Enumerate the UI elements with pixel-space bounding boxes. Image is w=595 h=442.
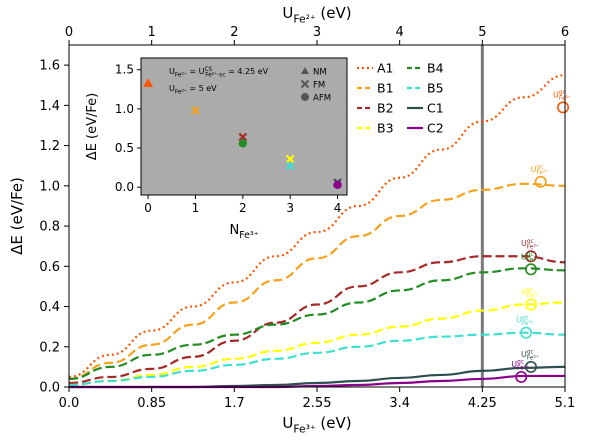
y-tick-label: 1.6 [39,59,60,74]
y-tick-label: 0.6 [39,260,60,275]
inset-x-tick-label: 2 [239,201,247,215]
inset-x-tick-label: 3 [286,201,294,215]
y-tick-label: 0.8 [39,220,60,235]
inset-x-axis-label: NFe³⁺ [229,223,258,241]
x-axis-label: UFe³⁺ (eV) [282,414,351,436]
legend-label-a1: A1 [377,61,394,76]
inset-y-tick-label: 0.5 [115,141,134,155]
ugc-label-b3: Ugc Fe³⁺ [521,287,539,299]
ugc-label-c1: Ugc Fe³⁺ [521,350,539,362]
ugc-marker-b2 [524,250,537,263]
x2-tick-label: 6 [561,25,569,40]
inset-x-tick-label: 0 [144,201,152,215]
legend-label-b4: B4 [427,61,444,76]
series-line-b2 [68,255,566,385]
inset-x-tick-label: 4 [334,201,342,215]
inset-plot-area [140,57,348,196]
inset-y-tick-label: 1.0 [115,102,134,116]
ugc-label-b2: Ugc Fe³⁺ [521,239,539,251]
x-tick-label: 2.55 [303,396,332,411]
y-tick-label: 0.2 [39,340,60,355]
inset-point [238,132,248,142]
x-tick-label: 1.7 [224,396,245,411]
inset-legend-marker-nm [301,67,309,74]
inset-legend-marker-fm [300,79,310,89]
x-tick-label: 0.85 [137,396,166,411]
ugc-marker-b4 [524,263,537,276]
x-tick-label: 0.0 [59,396,80,411]
legend-label-b1: B1 [377,81,394,96]
legend-label-b5: B5 [427,81,444,96]
x2-tick-label: 5 [478,25,486,40]
legend-label-c2: C2 [427,121,444,136]
y-axis-label: ΔE (eV/Fe) [8,177,26,255]
x2-tick-label: 2 [230,25,238,40]
inset-point [143,78,154,88]
y-tick-label: 1.2 [39,139,60,154]
x2-tick-label: 0 [65,25,73,40]
inset-legend-label-afm: AFM [313,94,331,104]
series-line-b5 [68,331,566,387]
ugc-label-b1: Ugc Fe³⁺ [531,165,549,177]
x-tick-label: 5.1 [555,396,576,411]
legend-label-c1: C1 [427,101,444,116]
inset-y-tick-label: 0.0 [115,180,134,194]
series-line-a1 [68,74,566,379]
ugc-marker-a1 [557,101,570,114]
inset-legend-label-nm: NM [313,68,327,78]
x2-tick-label: 1 [148,25,156,40]
ugc-label-b4: Ugc Fe³⁺ [521,252,539,264]
legend-label-b2: B2 [377,101,394,116]
inset-point [333,180,342,190]
x2-tick-label: 3 [313,25,321,40]
series-line-b1 [68,182,566,381]
y-tick-label: 1.0 [39,179,60,194]
x-tick-label: 4.25 [468,396,497,411]
y-tick-label: 0.4 [39,300,60,315]
y-tick-label: 0.0 [39,381,60,396]
series-line-b4 [68,267,566,381]
ugc-marker-c2 [515,370,528,383]
inset-point [285,161,295,171]
y-tick-label: 1.4 [39,99,60,114]
inset-point [191,106,200,115]
inset-legend-marker-afm [301,93,309,101]
ugc-marker-b1 [534,175,547,188]
ugc-label-c2: Ugc Fe³⁺ [511,360,529,372]
inset-x-tick-label: 1 [192,201,200,215]
inset-y-tick-label: 1.5 [115,63,134,77]
inset-plot: 0 1 2 3 4 0.0 0.5 1.0 1.5 NFe³⁺ ΔE (eV/Fe) UFe²⁺ = … [85,57,348,241]
ugc-marker-b5 [520,326,533,339]
ugc-marker-b3 [524,298,537,311]
ugc-label-b5: Ugc Fe³⁺ [516,315,534,327]
x2-tick-label: 4 [396,25,404,40]
inset-y-axis-label: ΔE (eV/Fe) [85,93,100,160]
legend-label-b3: B3 [377,121,394,136]
inset-annotation-line: UFe²⁺ = UCS Fe²⁺-sc = 4.25 eV [169,67,269,79]
x-tick-label: 3.4 [389,396,410,411]
inset-annotation-line: UFe³⁺ = 5 eV [169,84,217,95]
series-line-b3 [68,301,566,387]
inset-point [285,154,295,164]
ugc-marker-c1 [524,360,537,373]
inset-legend-label-fm: FM [313,81,325,91]
inset-point [238,139,248,148]
x2-axis-label: UFe²⁺ (eV) [282,4,351,26]
